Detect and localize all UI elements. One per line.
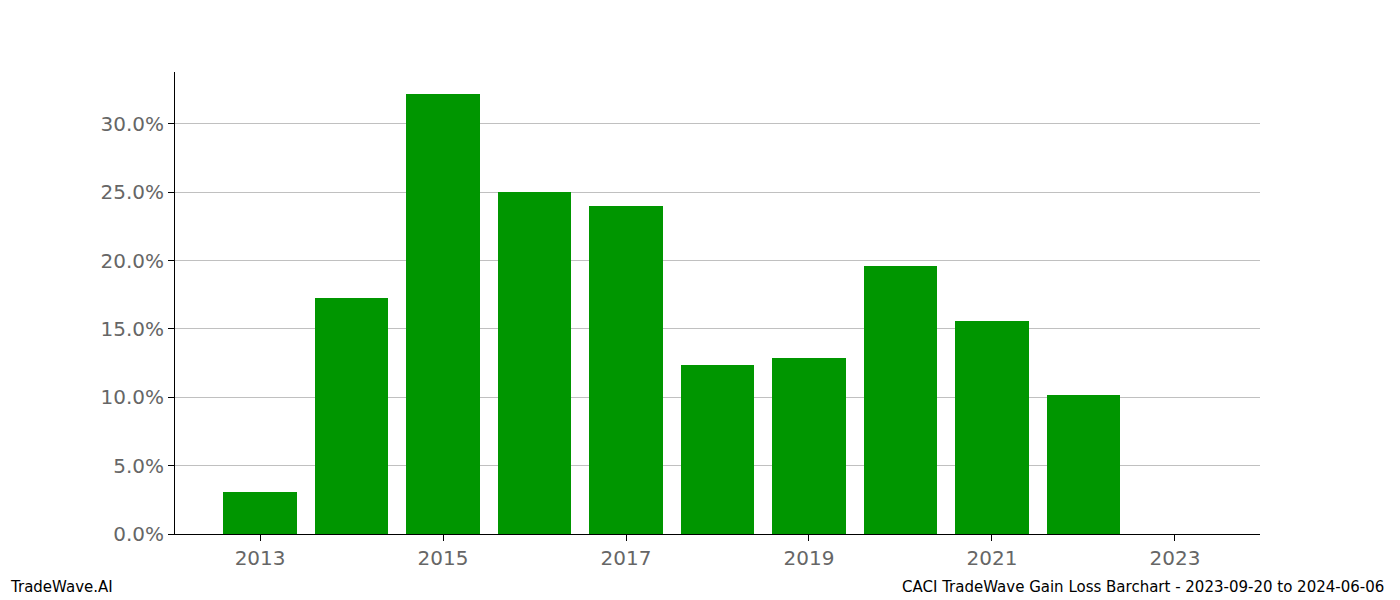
- svg-text:0.0%: 0.0%: [113, 522, 164, 546]
- svg-text:30.0%: 30.0%: [100, 112, 164, 136]
- svg-text:TradeWave.AI: TradeWave.AI: [10, 578, 113, 596]
- svg-text:2019: 2019: [784, 546, 835, 570]
- svg-text:2023: 2023: [1149, 546, 1200, 570]
- svg-text:25.0%: 25.0%: [100, 180, 164, 204]
- svg-text:15.0%: 15.0%: [100, 317, 164, 341]
- svg-text:10.0%: 10.0%: [100, 385, 164, 409]
- svg-text:2021: 2021: [966, 546, 1017, 570]
- svg-text:5.0%: 5.0%: [113, 454, 164, 478]
- svg-text:CACI TradeWave Gain Loss Barch: CACI TradeWave Gain Loss Barchart - 2023…: [902, 578, 1384, 596]
- svg-text:2017: 2017: [601, 546, 652, 570]
- svg-text:20.0%: 20.0%: [100, 249, 164, 273]
- svg-text:2013: 2013: [235, 546, 286, 570]
- svg-text:2015: 2015: [418, 546, 469, 570]
